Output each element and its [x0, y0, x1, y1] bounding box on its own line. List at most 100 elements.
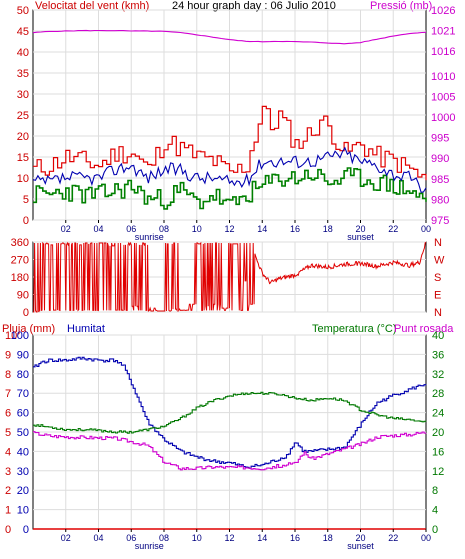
rain-tick-label: 7 [5, 388, 11, 400]
rain-tick-label: 0 [5, 524, 11, 536]
temperature-tick-label: 16 [432, 446, 444, 458]
direction-tick-label: 180 [11, 272, 29, 284]
dew-point-axis-label: Punt rosada [394, 323, 454, 335]
sunrise-label: sunrise [135, 541, 164, 551]
temperature-tick-label: 0 [432, 524, 438, 536]
hour-tick-label: 22 [388, 533, 398, 543]
pressure-tick-label: 990 [431, 153, 449, 165]
wind-average-line [32, 146, 427, 193]
sunset-label: sunset [347, 232, 374, 242]
temperature-line [33, 391, 427, 434]
rain-axis-label: Pluja (mm) [2, 323, 55, 335]
temperature-tick-label: 12 [432, 466, 444, 478]
hour-tick-label: 04 [93, 224, 103, 234]
hour-tick-label: 18 [323, 224, 333, 234]
rain-tick-label: 8 [5, 369, 11, 381]
hour-tick-label: 14 [257, 224, 267, 234]
hour-tick-label: 16 [290, 224, 300, 234]
wind-tick-label: 15 [17, 152, 29, 164]
wind-tick-label: 40 [17, 47, 29, 59]
wind-tick-label: 35 [17, 68, 29, 80]
rain-tick-label: 1 [5, 505, 11, 517]
pressure-line [32, 29, 427, 45]
hour-tick-label: 20 [355, 533, 365, 543]
hour-tick-label: 12 [224, 533, 234, 543]
humidity-tick-label: 20 [17, 485, 29, 497]
humidity-tick-label: 90 [17, 349, 29, 361]
temperature-tick-label: 32 [432, 369, 444, 381]
pressure-tick-label: 1021 [431, 26, 455, 38]
hour-tick-label: 10 [192, 224, 202, 234]
compass-label: W [434, 255, 445, 267]
pressure-tick-label: 980 [431, 194, 449, 206]
hour-tick-label: 04 [93, 533, 103, 543]
humidity-tick-label: 30 [17, 466, 29, 478]
wind-tick-label: 5 [23, 194, 29, 206]
wind-tick-label: 25 [17, 110, 29, 122]
humidity-tick-label: 70 [17, 388, 29, 400]
wind-tick-label: 45 [17, 26, 29, 38]
humidity-tick-label: 60 [17, 408, 29, 420]
compass-label: E [434, 290, 441, 302]
hour-tick-label: 02 [61, 533, 71, 543]
wind-tick-label: 30 [17, 89, 29, 101]
rain-tick-label: 4 [5, 446, 11, 458]
pressure-tick-label: 1026 [431, 5, 455, 17]
direction-tick-label: 90 [17, 290, 29, 302]
wind-gust-line [33, 105, 427, 181]
pressure-tick-label: 1016 [431, 46, 455, 58]
temperature-tick-label: 20 [432, 427, 444, 439]
pressure-tick-label: 1005 [431, 91, 455, 103]
rain-tick-label: 3 [5, 466, 11, 478]
compass-label: S [434, 272, 441, 284]
humidity-tick-label: 80 [17, 369, 29, 381]
hour-tick-label: 06 [126, 533, 136, 543]
hour-tick-label: 06 [126, 224, 136, 234]
temperature-tick-label: 36 [432, 349, 444, 361]
rain-tick-label: 2 [5, 485, 11, 497]
hour-tick-label: 10 [192, 533, 202, 543]
temperature-tick-label: 4 [432, 505, 438, 517]
temperature-tick-label: 40 [432, 330, 444, 342]
sunrise-label: sunrise [135, 232, 164, 242]
wind-min-line [33, 167, 427, 210]
humidity-tick-label: 0 [23, 524, 29, 536]
hour-tick-label: 12 [224, 224, 234, 234]
hour-tick-label: 00 [421, 224, 431, 234]
temperature-tick-label: 24 [432, 408, 444, 420]
pressure-tick-label: 1000 [431, 112, 455, 124]
hour-tick-label: 22 [388, 224, 398, 234]
compass-label: N [434, 307, 442, 319]
humidity-tick-label: 40 [17, 446, 29, 458]
humidity-tick-label: 50 [17, 427, 29, 439]
hour-tick-label: 00 [421, 533, 431, 543]
direction-tick-label: 270 [11, 255, 29, 267]
temperature-tick-label: 28 [432, 388, 444, 400]
wind-direction-line [33, 241, 427, 313]
humidity-line [33, 356, 427, 469]
pressure-tick-label: 985 [431, 174, 449, 186]
compass-label: N [434, 237, 442, 249]
temperature-axis-label: Temperatura (°C) [312, 323, 396, 335]
hour-tick-label: 16 [290, 533, 300, 543]
hour-tick-label: 20 [355, 224, 365, 234]
tick-labels: 0510152025303540455097598098599099510001… [5, 5, 455, 551]
pressure-tick-label: 975 [431, 215, 449, 227]
temperature-tick-label: 8 [432, 485, 438, 497]
wind-tick-label: 20 [17, 131, 29, 143]
rain-tick-label: 9 [5, 349, 11, 361]
sunset-label: sunset [347, 541, 374, 551]
hour-tick-label: 08 [159, 224, 169, 234]
humidity-tick-label: 10 [17, 505, 29, 517]
wind-tick-label: 0 [23, 215, 29, 227]
wind-speed-axis-label: Velocitat del vent (kmh) [35, 0, 149, 12]
humidity-tick-label: 100 [11, 330, 29, 342]
chart-title: 24 hour graph day : 06 Julio 2010 [172, 0, 336, 12]
rain-tick-label: 5 [5, 427, 11, 439]
hour-tick-label: 08 [159, 533, 169, 543]
rain-tick-label: 6 [5, 408, 11, 420]
rain-tick-label: 10 [5, 330, 17, 342]
direction-tick-label: 0 [23, 307, 29, 319]
